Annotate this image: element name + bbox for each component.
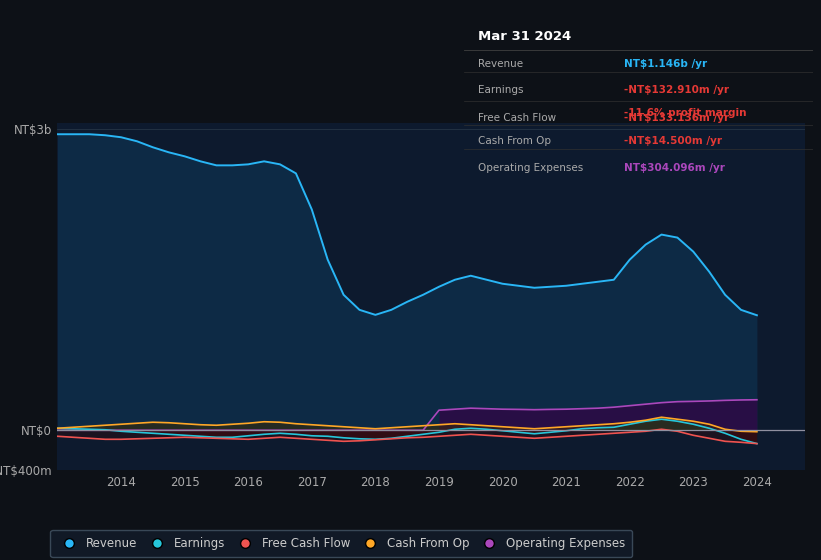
Text: NT$1.146b /yr: NT$1.146b /yr (624, 59, 708, 69)
Text: Free Cash Flow: Free Cash Flow (478, 114, 556, 123)
Text: -NT$132.910m /yr: -NT$132.910m /yr (624, 85, 729, 95)
Text: Cash From Op: Cash From Op (478, 136, 551, 146)
Text: Operating Expenses: Operating Expenses (478, 162, 583, 172)
Text: -NT$14.500m /yr: -NT$14.500m /yr (624, 136, 722, 146)
Text: Earnings: Earnings (478, 85, 523, 95)
Text: -NT$133.136m /yr: -NT$133.136m /yr (624, 114, 730, 123)
Text: Revenue: Revenue (478, 59, 523, 69)
Text: Mar 31 2024: Mar 31 2024 (478, 30, 571, 43)
Text: NT$304.096m /yr: NT$304.096m /yr (624, 162, 725, 172)
Text: -11.6% profit margin: -11.6% profit margin (624, 108, 747, 118)
Legend: Revenue, Earnings, Free Cash Flow, Cash From Op, Operating Expenses: Revenue, Earnings, Free Cash Flow, Cash … (50, 530, 632, 557)
